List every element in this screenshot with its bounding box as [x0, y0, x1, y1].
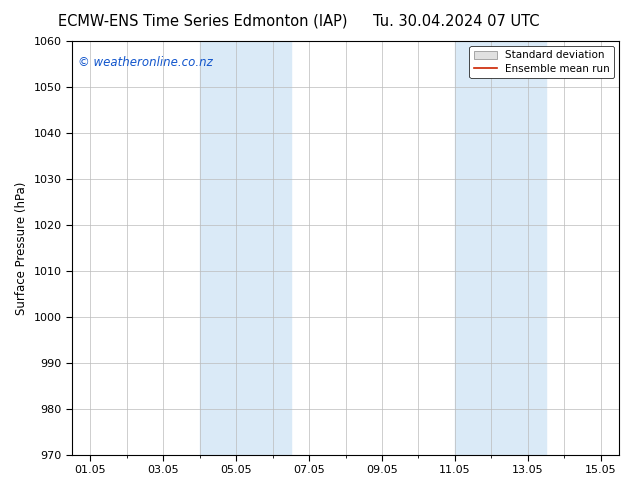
Text: © weatheronline.co.nz: © weatheronline.co.nz	[77, 55, 212, 69]
Legend: Standard deviation, Ensemble mean run: Standard deviation, Ensemble mean run	[469, 46, 614, 78]
Text: Tu. 30.04.2024 07 UTC: Tu. 30.04.2024 07 UTC	[373, 14, 540, 29]
Bar	[455, 41, 546, 455]
Text: ECMW-ENS Time Series Edmonton (IAP): ECMW-ENS Time Series Edmonton (IAP)	[58, 14, 347, 29]
Y-axis label: Surface Pressure (hPa): Surface Pressure (hPa)	[15, 181, 28, 315]
Bar	[200, 41, 291, 455]
